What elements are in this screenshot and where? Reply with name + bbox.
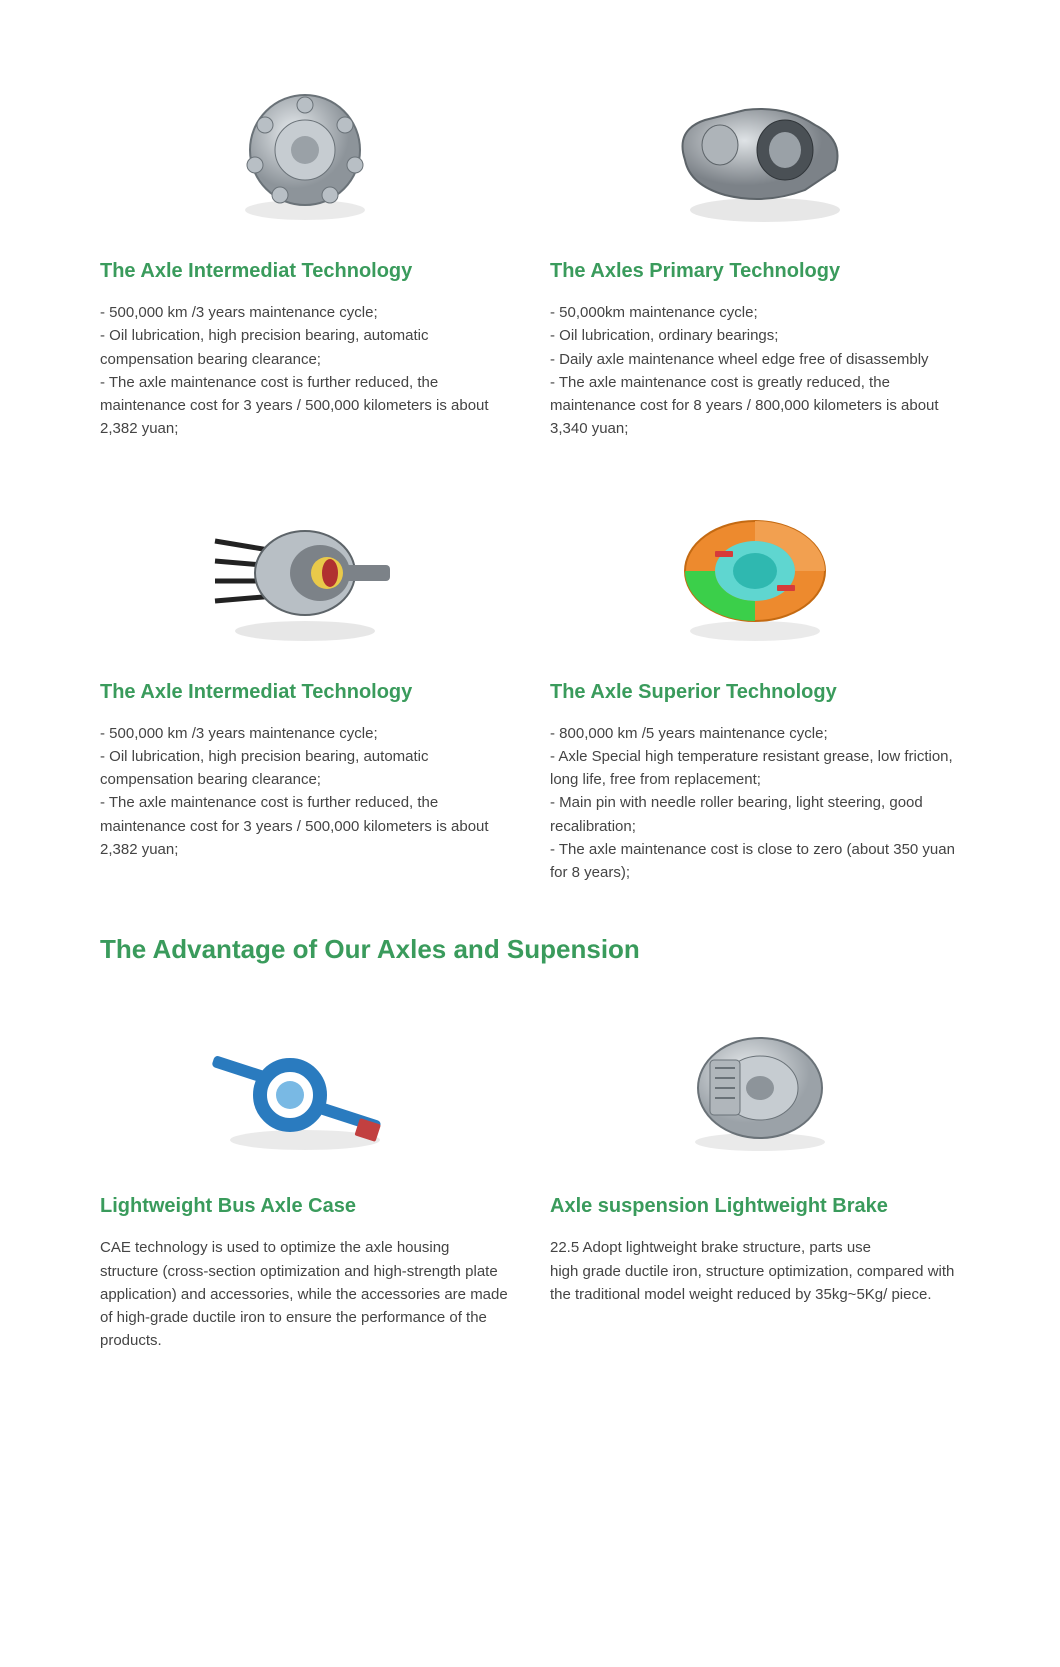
product-image (550, 60, 960, 240)
product-grid-row3: Lightweight Bus Axle Case CAE technology… (100, 995, 960, 1352)
card-title: The Axle Intermediat Technology (100, 681, 510, 704)
card-title: Axle suspension Lightweight Brake (550, 1195, 960, 1218)
product-image (100, 481, 510, 661)
card-axle-intermediat-2: The Axle Intermediat Technology - 500,00… (100, 481, 510, 885)
section-heading-advantage: The Advantage of Our Axles and Supension (100, 934, 960, 965)
card-axles-primary: The Axles Primary Technology - 50,000km … (550, 60, 960, 441)
card-lightweight-axle-case: Lightweight Bus Axle Case CAE technology… (100, 995, 510, 1352)
card-body: CAE technology is used to optimize the a… (100, 1236, 510, 1352)
product-grid-row1: The Axle Intermediat Technology - 500,00… (100, 60, 960, 441)
product-image (100, 60, 510, 240)
card-body: - 500,000 km /3 years maintenance cycle;… (100, 301, 510, 441)
card-axle-intermediat-1: The Axle Intermediat Technology - 500,00… (100, 60, 510, 441)
card-body: - 800,000 km /5 years maintenance cycle;… (550, 722, 960, 885)
card-body: - 500,000 km /3 years maintenance cycle;… (100, 722, 510, 862)
card-body: - 50,000km maintenance cycle; - Oil lubr… (550, 301, 960, 441)
card-body: 22.5 Adopt lightweight brake structure, … (550, 1236, 960, 1306)
product-grid-row2: The Axle Intermediat Technology - 500,00… (100, 481, 960, 885)
product-image (100, 995, 510, 1175)
card-title: Lightweight Bus Axle Case (100, 1195, 510, 1218)
card-title: The Axle Intermediat Technology (100, 260, 510, 283)
card-lightweight-brake: Axle suspension Lightweight Brake 22.5 A… (550, 995, 960, 1352)
card-title: The Axle Superior Technology (550, 681, 960, 704)
card-axle-superior: The Axle Superior Technology - 800,000 k… (550, 481, 960, 885)
product-image (550, 995, 960, 1175)
card-title: The Axles Primary Technology (550, 260, 960, 283)
product-image (550, 481, 960, 661)
